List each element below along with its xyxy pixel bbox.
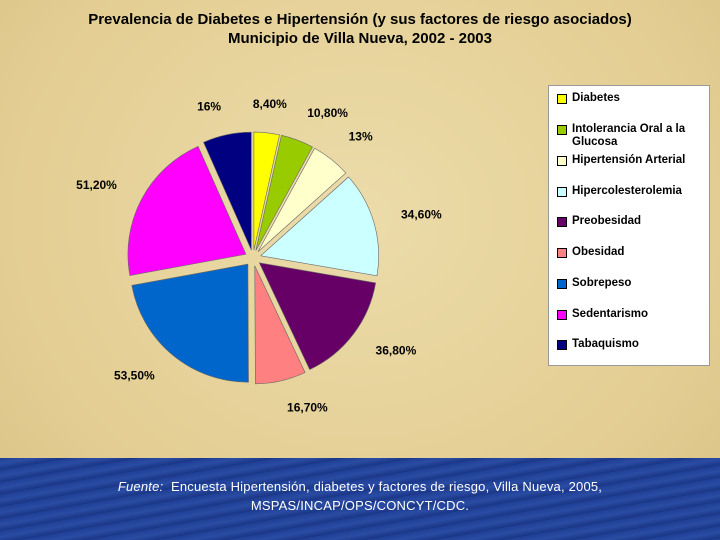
legend-swatch [557, 340, 567, 350]
legend-swatch [557, 279, 567, 289]
legend-swatch [557, 187, 567, 197]
data-label: 10,80% [307, 106, 348, 120]
legend-label: Diabetes [572, 92, 620, 104]
pie-slice [257, 147, 347, 252]
pie-slice [127, 145, 247, 276]
legend-label: Preobesidad [572, 215, 642, 227]
legend-label: Hipertensión Arterial [572, 154, 686, 166]
legend-label: Hipercolesterolemia [572, 185, 682, 197]
legend-label: Sedentarismo [572, 308, 649, 320]
data-label: 36,80% [376, 343, 417, 357]
data-label: 8,40% [253, 97, 287, 111]
legend-swatch [557, 310, 567, 320]
source: Fuente: Encuesta Hipertensión, diabetes … [100, 477, 620, 515]
footer-band [0, 458, 720, 540]
data-label: 13% [349, 129, 373, 143]
chart-subtitle: Municipio de Villa Nueva, 2002 - 2003 [228, 30, 492, 47]
pie-slice [254, 265, 306, 385]
data-label: 34,60% [401, 208, 442, 222]
pie-slice [131, 263, 249, 383]
legend-label: Sobrepeso [572, 277, 632, 289]
pie-slice [253, 131, 280, 251]
data-label: 16,70% [287, 400, 328, 414]
legend-swatch [557, 94, 567, 104]
source-label: Fuente: [117, 479, 164, 494]
legend-swatch [557, 217, 567, 227]
legend-swatch [557, 156, 567, 166]
pie-slice [260, 176, 379, 277]
data-label: 16% [197, 100, 221, 114]
legend-label: Tabaquismo [572, 338, 639, 350]
legend: Diabetes Intolerancia Oral a la Glucosa Hi… [548, 85, 710, 366]
legend-label: Intolerancia Oral a la Glucosa [572, 123, 686, 148]
pie-slice [255, 134, 313, 251]
chart-title: Prevalencia de Diabetes e Hipertensión (… [88, 11, 632, 28]
legend-swatch [557, 125, 567, 135]
data-label: 51,20% [76, 178, 117, 192]
legend-label: Obesidad [572, 246, 625, 258]
data-label: 53,50% [114, 369, 155, 383]
pie-slice [258, 262, 376, 370]
source-text: Encuesta Hipertensión, diabetes y factor… [170, 479, 603, 513]
legend-swatch [557, 248, 567, 258]
pie-slice [203, 131, 252, 251]
